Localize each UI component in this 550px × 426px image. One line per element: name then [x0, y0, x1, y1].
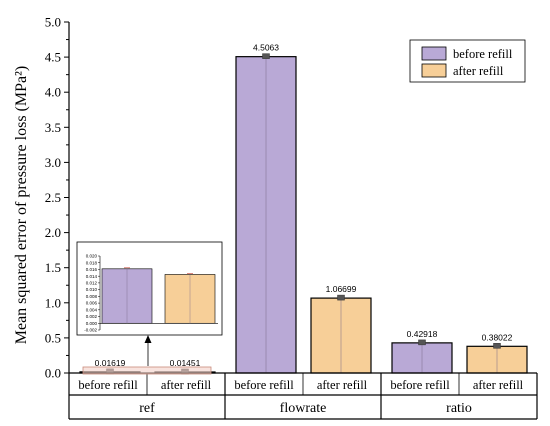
error-bar-cap: [262, 53, 270, 59]
category-label: after refill: [473, 378, 524, 392]
inset-y-tick-label: 0.018: [86, 260, 98, 265]
value-label: 4.5063: [253, 43, 279, 53]
inset-y-tick-label: 0.010: [86, 287, 98, 292]
y-tick-label: 3.5: [45, 120, 61, 135]
value-label: 0.01451: [170, 358, 201, 368]
inset-y-tick-label: 0.006: [86, 301, 98, 306]
legend-swatch-before: [421, 46, 447, 61]
legend-label-before: before refill: [453, 47, 513, 61]
y-tick-label: 0.5: [45, 330, 61, 345]
inset-y-tick-label: 0.002: [86, 314, 98, 319]
ref-zoom-highlight: [82, 366, 212, 375]
error-bar-cap: [337, 294, 345, 301]
category-label: after refill: [317, 378, 368, 392]
y-tick-label: 4.0: [45, 85, 61, 100]
y-tick-label: 3.0: [45, 155, 61, 170]
y-tick-label: 4.5: [45, 50, 61, 65]
value-label: 1.06699: [326, 284, 357, 294]
y-tick-label: 1.5: [45, 260, 61, 275]
y-axis: 0.0 0.5 1.0 1.5 2.0 2.5 3.0 3.5 4.0 4.5 5.0: [45, 15, 70, 381]
legend-label-after: after refill: [453, 64, 504, 78]
y-tick-label: 2.5: [45, 190, 61, 205]
inset-y-tick-label: 0.016: [86, 267, 98, 272]
group-label: flowrate: [280, 401, 327, 416]
inset-y-tick-label: 0.014: [86, 274, 98, 279]
inset-y-tick-label: -0.002: [84, 328, 97, 333]
value-label: 0.38022: [482, 332, 513, 342]
value-label: 0.01619: [95, 358, 126, 368]
y-tick-label: 0.0: [45, 366, 61, 381]
category-label: before refill: [390, 378, 450, 392]
y-tick-label: 1.0: [45, 295, 61, 310]
y-tick-label: 5.0: [45, 15, 61, 30]
inset-y-tick-label: 0.012: [86, 281, 98, 286]
value-label: 0.42918: [407, 329, 438, 339]
error-bar-cap: [493, 343, 501, 349]
value-labels-group: 0.01619 0.01451 4.5063 1.06699 0.42918 0.3802…: [95, 43, 513, 368]
zoom-arrow-head: [144, 335, 152, 343]
category-label: before refill: [78, 378, 138, 392]
group-label: ratio: [446, 401, 472, 416]
y-axis-label: Mean squared error of pressure loss (MPa…: [13, 66, 30, 345]
inset-y-tick-label: 0.008: [86, 294, 98, 299]
error-bar-cap: [418, 339, 426, 346]
inset-y-tick-label: 0.020: [86, 254, 98, 259]
category-label: before refill: [234, 378, 294, 392]
category-label: after refill: [161, 378, 212, 392]
y-tick-label: 2.0: [45, 225, 61, 240]
bars-group: [79, 53, 528, 375]
group-label: ref: [139, 401, 155, 416]
legend: before refill after refill: [409, 39, 526, 83]
legend-swatch-after: [421, 63, 447, 78]
inset-y-tick-label: 0.000: [86, 321, 98, 326]
inset-y-tick-label: 0.004: [86, 307, 98, 312]
